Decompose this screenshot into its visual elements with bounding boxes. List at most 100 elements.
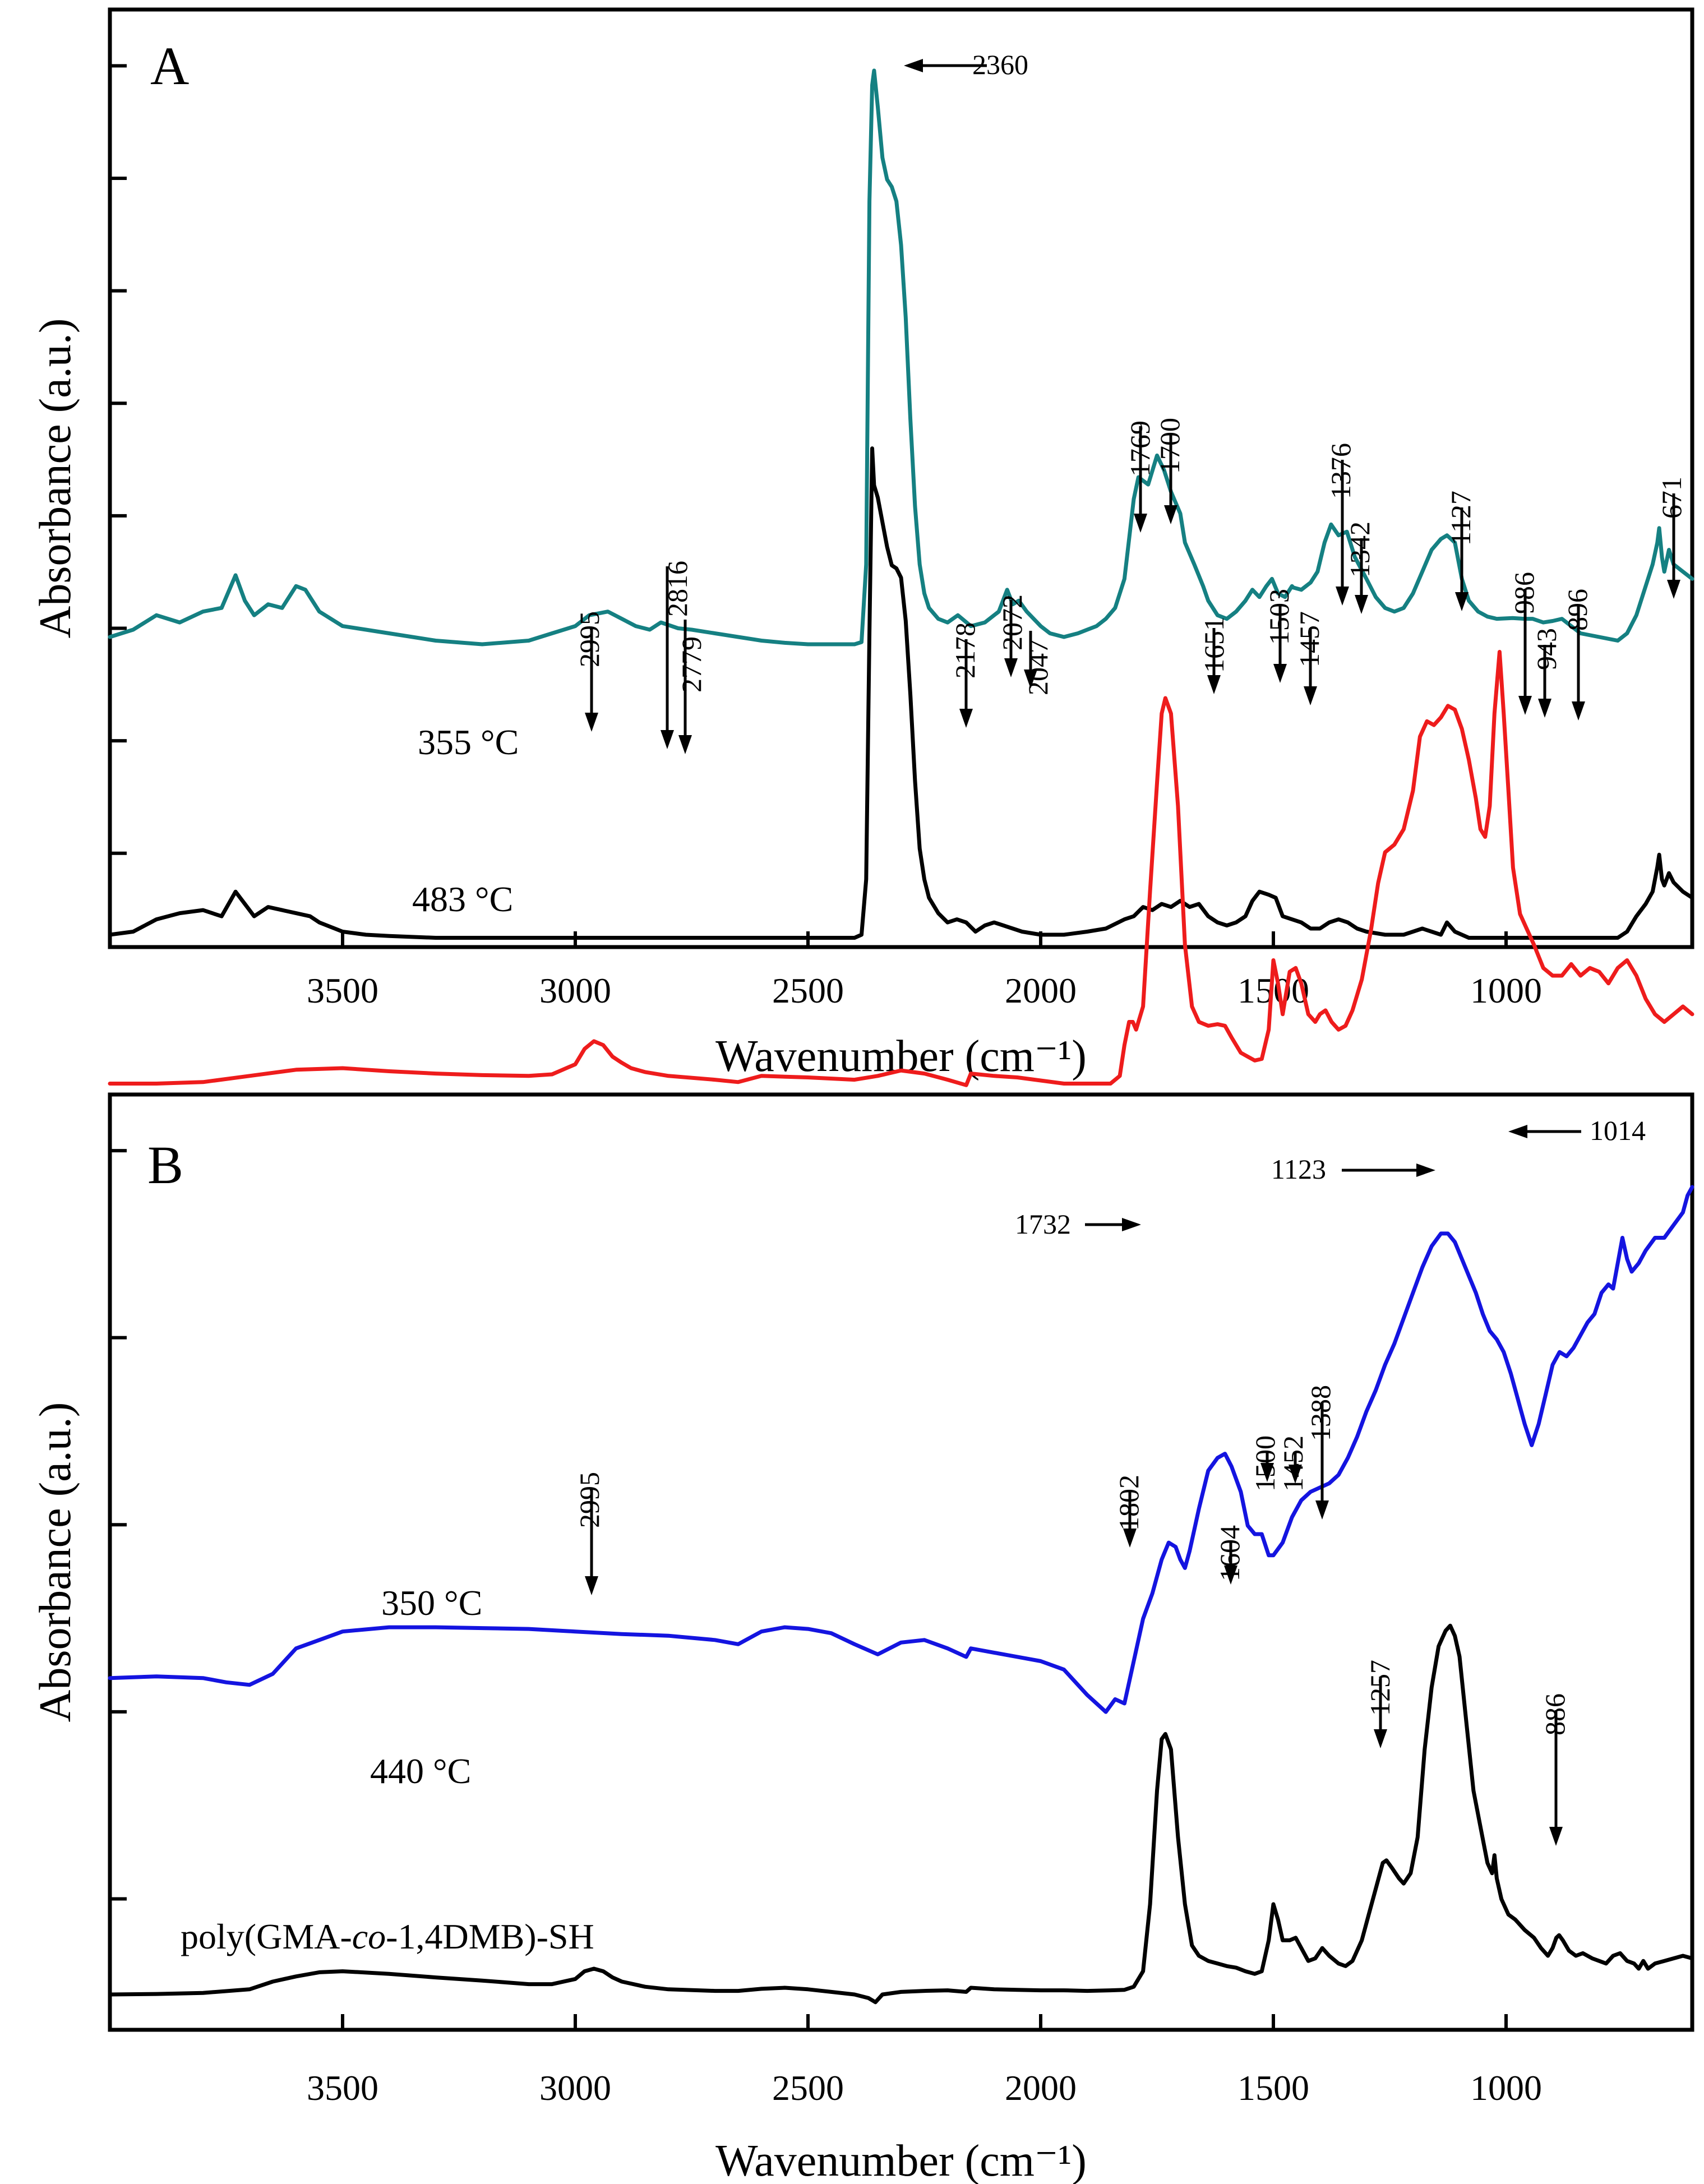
peak-annotation-1123: 1123: [1271, 1153, 1435, 1185]
peak-label: 1604: [1214, 1525, 1245, 1581]
arrow-head: [904, 59, 923, 72]
peak-annotation-2995: 2995: [574, 1472, 605, 1595]
panel-a-x-axis-title: Wavenumber (cm⁻¹): [715, 1032, 1087, 1081]
peak-label: 1123: [1271, 1153, 1326, 1185]
peak-label: 671: [1656, 477, 1687, 519]
peak-label: 2779: [676, 636, 707, 692]
peak-annotation-1802: 1802: [1113, 1475, 1144, 1548]
peak-annotation-1388: 1388: [1305, 1385, 1336, 1520]
arrow-head: [1374, 1729, 1387, 1748]
peak-annotation-2779: 2779: [676, 620, 707, 754]
x-tick-label: 3000: [539, 971, 611, 1010]
panel-a-y-ticks: [110, 64, 127, 855]
peak-label: 2047: [1022, 639, 1054, 695]
panel-a-frame: [108, 7, 1694, 949]
peak-annotation-1014: 1014: [1508, 1115, 1646, 1146]
peak-label: 1769: [1124, 421, 1156, 477]
series-line-483-c: [108, 446, 1694, 940]
peak-label: 1802: [1113, 1475, 1144, 1531]
arrow-head: [1224, 1566, 1237, 1585]
peak-label: 2816: [662, 561, 693, 617]
peak-label: 1651: [1198, 617, 1230, 673]
peak-annotation-2816: 2816: [661, 561, 693, 749]
panel-b-series-label-350c: 350 °C: [381, 1583, 482, 1623]
peak-annotation-986: 986: [1508, 572, 1540, 715]
peak-annotation-1127: 1127: [1445, 491, 1476, 611]
peak-label: 2995: [574, 1472, 605, 1528]
x-tick-label: 3000: [539, 2068, 611, 2108]
x-tick-label: 1000: [1470, 971, 1542, 1010]
panel-a-series-label-483c: 483 °C: [412, 879, 513, 919]
peak-annotation-1500: 1500: [1249, 1435, 1281, 1492]
peak-annotation-2047: 2047: [1022, 631, 1054, 695]
peak-label: 1452: [1277, 1435, 1309, 1492]
peak-annotation-1452: 1452: [1277, 1435, 1309, 1492]
series-line-350-c: [108, 650, 1694, 1087]
arrow-head: [1336, 587, 1349, 606]
x-tick-label: 2000: [1005, 2068, 1077, 2108]
peak-label: 2072: [996, 594, 1028, 650]
panel-b-series-label-440c: 440 °C: [370, 1751, 471, 1791]
poly-label-co: co: [352, 1917, 386, 1956]
peak-annotation-2178: 2178: [949, 622, 981, 728]
series-line-355-c: [108, 68, 1694, 647]
arrow-head: [1123, 1529, 1137, 1548]
arrow-head: [1518, 696, 1532, 715]
arrow-head: [1416, 1163, 1435, 1177]
peak-annotation-1457: 1457: [1294, 611, 1325, 705]
peak-label: 2178: [949, 622, 981, 678]
peak-label: 1376: [1325, 443, 1356, 499]
arrow-head: [1122, 1218, 1141, 1231]
arrow-head: [1572, 701, 1585, 721]
peak-label: 1457: [1294, 611, 1325, 667]
peak-label: 1732: [1015, 1208, 1071, 1240]
poly-label-prefix: poly(GMA-: [181, 1917, 352, 1956]
poly-label-suffix: -1,4DMB)-SH: [386, 1917, 594, 1956]
panel-b-y-axis-title: Absorbance (a.u.): [31, 1402, 80, 1723]
peak-annotation-2072: 2072: [996, 594, 1028, 677]
x-tick-label: 1500: [1237, 2068, 1309, 2108]
peak-label: 2360: [972, 49, 1028, 80]
panel-a-letter: A: [150, 36, 189, 96]
arrow-head: [1024, 669, 1037, 689]
arrow-head: [959, 709, 973, 728]
panel-b-series-label-poly: poly(GMA-co-1,4DMB)-SH: [181, 1917, 594, 1956]
arrow-head: [1508, 1125, 1527, 1138]
peak-label: 1257: [1364, 1660, 1396, 1716]
series-line-440-c: [108, 1185, 1694, 1714]
panel-b-x-axis-title: Wavenumber (cm⁻¹): [715, 2136, 1087, 2184]
peak-label: 1014: [1590, 1115, 1646, 1146]
x-tick-label: 2500: [772, 2068, 844, 2108]
arrow-head: [1004, 658, 1018, 677]
peak-label: 1342: [1344, 521, 1375, 578]
peak-annotation-886: 886: [1539, 1693, 1571, 1846]
arrow-head: [678, 735, 692, 754]
panel-b-frame: [108, 1092, 1694, 2032]
series-line-poly-gma-co-1-4dmb-sh: [108, 1623, 1694, 2005]
arrow-head: [1164, 505, 1177, 524]
panel-a-series: [108, 68, 1694, 940]
peak-annotation-943: 943: [1531, 628, 1562, 718]
peak-label: 1503: [1263, 589, 1295, 645]
peak-annotation-1769: 1769: [1124, 421, 1156, 533]
peak-annotation-1651: 1651: [1198, 617, 1230, 694]
panel-a-series-label-355c: 355 °C: [418, 722, 519, 762]
peak-annotation-1376: 1376: [1325, 443, 1356, 606]
arrow-head: [1273, 664, 1287, 683]
peak-annotation-671: 671: [1656, 477, 1687, 599]
peak-annotation-1732: 1732: [1015, 1208, 1141, 1240]
arrow-head: [1538, 699, 1551, 718]
x-tick-label: 3500: [307, 2068, 378, 2108]
panel-b-y-ticks: [110, 1149, 127, 1901]
peak-annotation-2995: 2995: [574, 611, 605, 732]
arrow-head: [1549, 1827, 1563, 1846]
peak-label: 2995: [574, 611, 605, 667]
peak-label: 1127: [1445, 491, 1476, 546]
peak-label: 886: [1539, 1693, 1571, 1735]
peak-label: 1388: [1305, 1385, 1336, 1441]
peak-label: 1500: [1249, 1435, 1281, 1492]
x-tick-label: 2000: [1005, 971, 1077, 1010]
